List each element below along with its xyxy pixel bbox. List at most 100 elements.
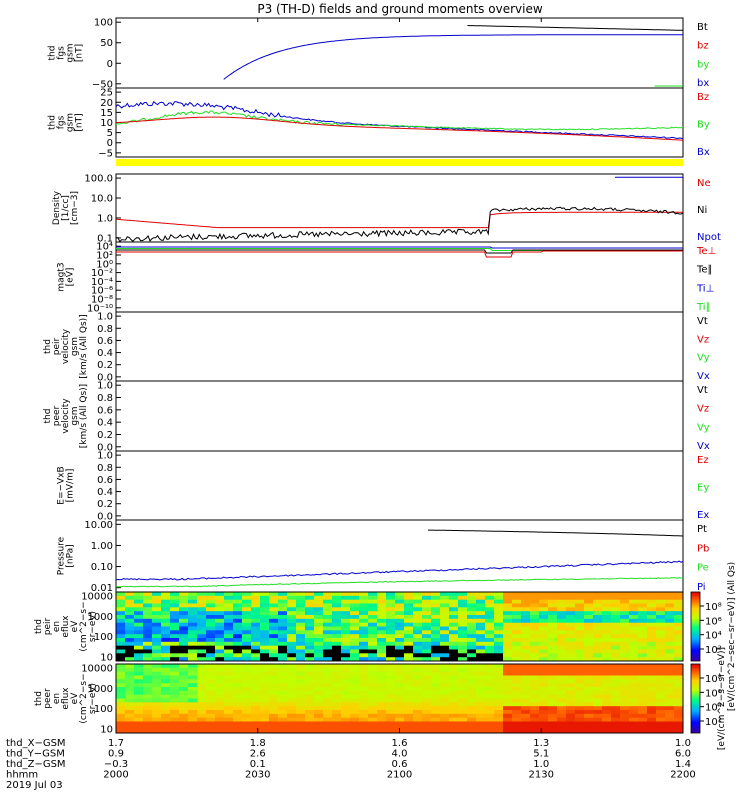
spectrogram-cell [296, 671, 306, 677]
spectrogram-cell [404, 626, 414, 631]
spectrogram-cell [476, 645, 486, 651]
spectrogram-cell [458, 607, 468, 612]
panel-frame [115, 519, 684, 593]
spectrogram-cell [170, 706, 180, 711]
spectrogram-cell [143, 592, 153, 597]
spectrogram-cell [530, 603, 540, 608]
spectrogram-cell [413, 721, 423, 726]
spectrogram-cell [674, 710, 683, 715]
spectrogram-cell [530, 592, 540, 597]
spectrogram-cell [359, 645, 369, 651]
spectrogram-cell [494, 645, 504, 651]
spectrogram-cell [206, 630, 216, 635]
spectrogram-cell [269, 615, 279, 620]
spectrogram-cell [251, 645, 261, 651]
spectrogram-cell [584, 702, 594, 707]
spectrogram-cell [602, 683, 612, 688]
spectrogram-cell [341, 599, 351, 605]
spectrogram-cell [125, 702, 135, 707]
spectrogram-cell [611, 702, 621, 707]
spectrogram-cell [305, 698, 315, 703]
spectrogram-cell [665, 615, 675, 620]
spectrogram-cell [602, 706, 612, 711]
spectrogram-cell [161, 702, 171, 707]
spectrogram-cell [296, 630, 306, 635]
spectrogram-cell [602, 649, 612, 654]
spectrogram-cell [449, 675, 459, 680]
spectrogram-cell [233, 622, 243, 628]
spectrogram-cell [458, 729, 468, 733]
spectrogram-cell [557, 721, 567, 726]
spectrogram-cell [305, 634, 315, 639]
spectrogram-cell [179, 710, 189, 715]
spectrogram-cell [449, 638, 459, 643]
spectrogram-cell [152, 645, 162, 651]
spectrogram-cell [584, 653, 594, 658]
spectrogram-cell [341, 630, 351, 635]
spectrogram-cell [152, 710, 162, 715]
spectrogram-cell [566, 641, 576, 647]
spectrogram-cell [566, 683, 576, 688]
spectrogram-cell [413, 729, 423, 733]
spectrogram-cell [557, 622, 567, 628]
spectrogram-cell [566, 592, 576, 597]
spectrogram-cell [548, 694, 558, 700]
spectrogram-cell [674, 653, 683, 658]
spectrogram-cell [368, 683, 378, 688]
spectrogram-cell [404, 706, 414, 711]
spectrogram-cell [422, 599, 432, 605]
spectrogram-cell [188, 687, 198, 692]
spectrogram-cell [440, 713, 450, 719]
spectrogram-cell [665, 687, 675, 692]
spectrogram-cell [251, 630, 261, 635]
spectrogram-cell [161, 710, 171, 715]
spectrogram-cell [458, 653, 468, 658]
spectrogram-cell [233, 626, 243, 631]
spectrogram-cell [350, 595, 360, 601]
spectrogram-cell [386, 592, 396, 597]
spectrogram-cell [386, 698, 396, 703]
spectrogram-cell [368, 679, 378, 684]
spectrogram-cell [548, 717, 558, 723]
spectrogram-cell [557, 667, 567, 673]
spectrogram-cell [521, 611, 531, 616]
spectrogram-cell [161, 667, 171, 673]
spectrogram-cell [584, 664, 594, 669]
spectrogram-cell [485, 675, 495, 680]
spectrogram-cell [476, 683, 486, 688]
spectrogram-cell [341, 592, 351, 597]
spectrogram-cell [566, 725, 576, 730]
spectrogram-cell [314, 607, 324, 612]
spectrogram-cell [413, 630, 423, 635]
spectrogram-cell [323, 690, 333, 696]
spectrogram-cell [242, 599, 252, 605]
spectrogram-cell [287, 698, 297, 703]
spectrogram-cell [215, 706, 225, 711]
spectrogram-cell [368, 649, 378, 654]
y-axis-label: eflux [61, 615, 71, 638]
spectrogram-cell [152, 618, 162, 624]
spectrogram-cell [656, 683, 666, 688]
spectrogram-cell [359, 721, 369, 726]
spectrogram-cell [449, 649, 459, 654]
spectrogram-cell [566, 611, 576, 616]
spectrogram-cell [170, 634, 180, 639]
spectrogram-cell [494, 611, 504, 616]
spectrogram-cell [368, 657, 378, 661]
spectrogram-cell [152, 675, 162, 680]
spectrogram-cell [629, 679, 639, 684]
spectrogram-cell [242, 615, 252, 620]
x-tick-label: 1.3 [533, 738, 549, 749]
spectrogram-cell [575, 690, 585, 696]
spectrogram-cell [665, 634, 675, 639]
spectrogram-cell [476, 653, 486, 658]
spectrogram-cell [404, 664, 414, 669]
spectrogram-cell [224, 664, 234, 669]
spectrogram-cell [125, 653, 135, 658]
spectrogram-cell [413, 615, 423, 620]
spectrogram-cell [620, 595, 630, 601]
spectrogram-cell [368, 653, 378, 658]
spectrogram-cell [575, 687, 585, 692]
